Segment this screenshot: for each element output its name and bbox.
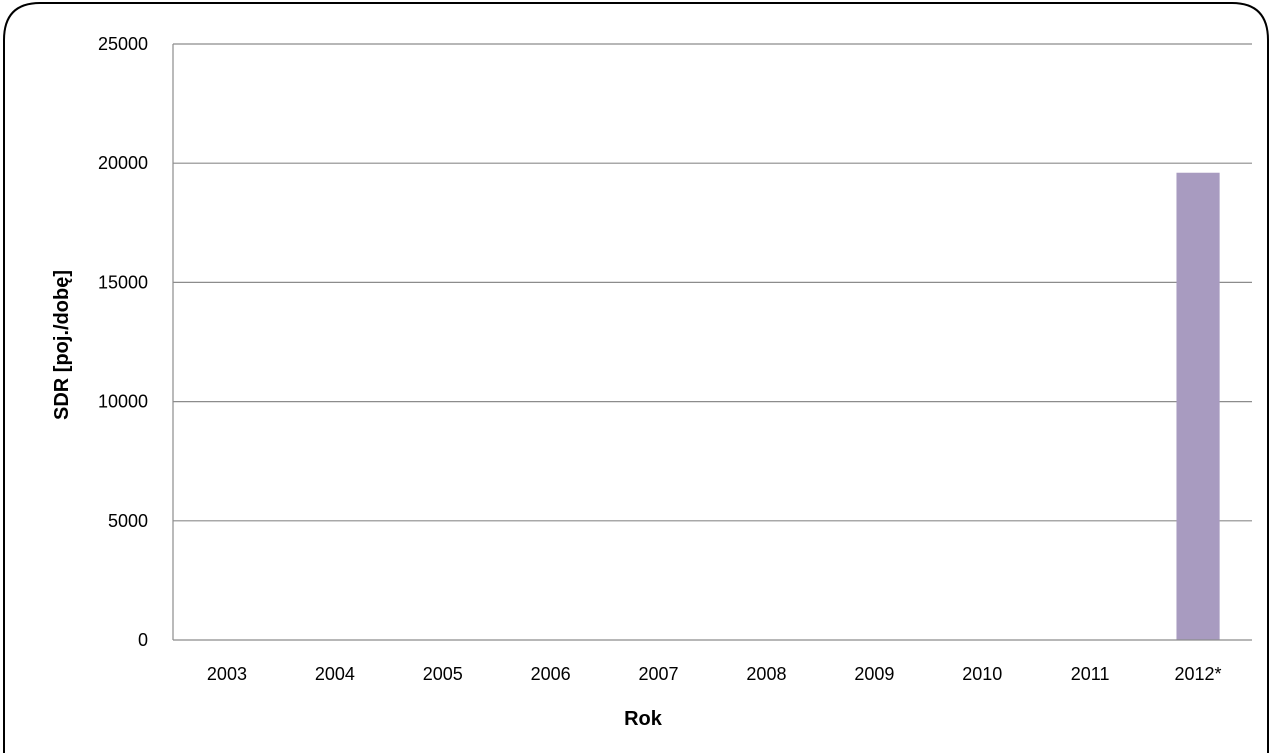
- y-axis-title: SDR [poj./dobę]: [51, 270, 73, 420]
- y-tick-label: 20000: [98, 153, 148, 173]
- y-tick-labels: 0 5000 10000 15000 20000 25000: [98, 34, 148, 650]
- x-tick-label: 2008: [746, 664, 786, 684]
- x-tick-label: 2007: [639, 664, 679, 684]
- x-tick-labels: 2003 2004 2005 2006 2007 2008 2009 2010 2011 2012…: [207, 664, 1222, 684]
- x-tick-label: 2010: [962, 664, 1002, 684]
- gridlines: [173, 43, 1252, 522]
- y-tick-label: 5000: [108, 511, 148, 531]
- x-tick-label: 2004: [315, 664, 355, 684]
- x-axis-title: Rok: [624, 708, 663, 730]
- bar-2012: [1176, 172, 1220, 640]
- y-tick-label: 25000: [98, 34, 148, 54]
- x-tick-label: 2005: [423, 664, 463, 684]
- chart-border: [3, 2, 1269, 753]
- axes: [172, 44, 1252, 641]
- x-tick-label: 2003: [207, 664, 247, 684]
- x-tick-label: 2009: [854, 664, 894, 684]
- x-tick-label: 2011: [1071, 664, 1110, 684]
- bars: [1176, 172, 1220, 640]
- y-tick-label: 10000: [98, 392, 148, 412]
- x-tick-label: 2006: [531, 664, 571, 684]
- y-tick-label: 0: [138, 630, 148, 650]
- y-tick-label: 15000: [98, 272, 148, 292]
- x-tick-label: 2012*: [1175, 664, 1222, 684]
